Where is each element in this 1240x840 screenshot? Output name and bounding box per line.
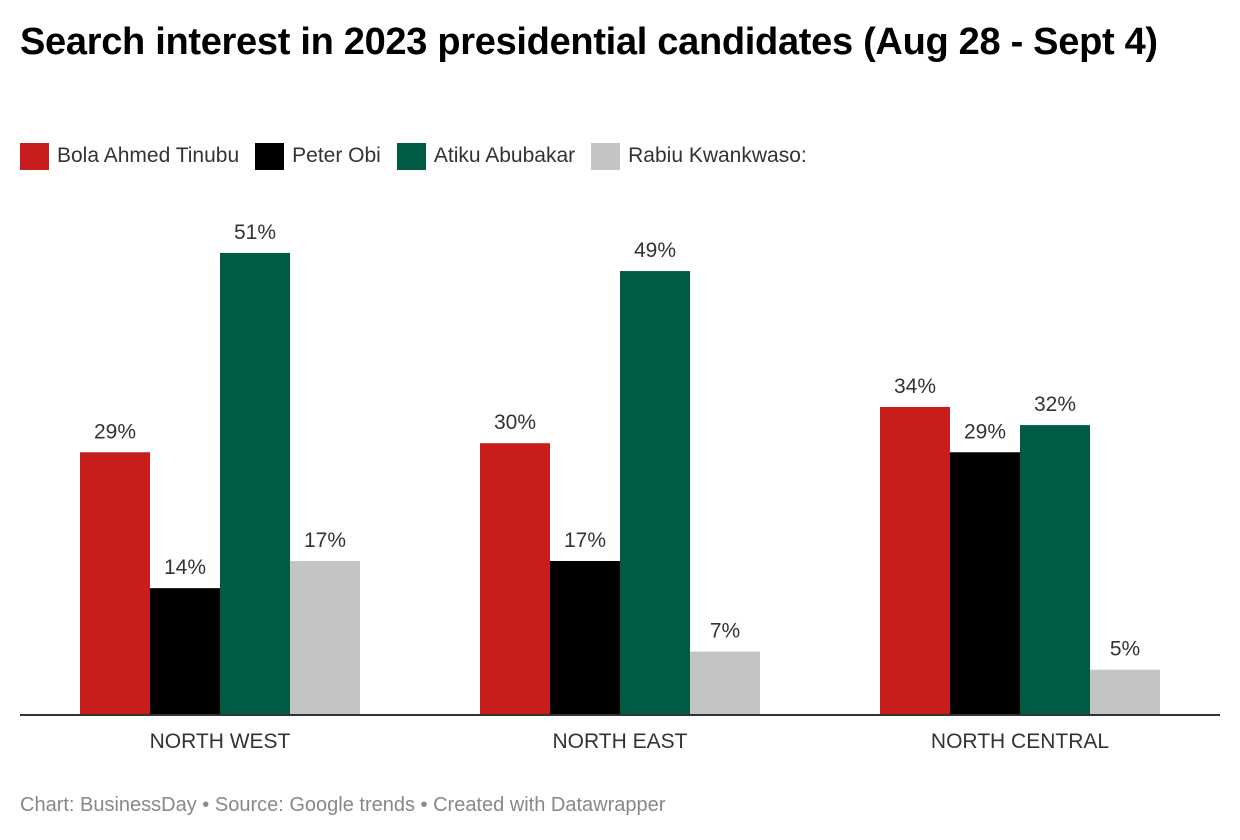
chart-legend: Bola Ahmed Tinubu Peter Obi Atiku Abubak… — [20, 142, 823, 170]
value-label-north-central-rabiu-kwankwaso: 5% — [1110, 638, 1140, 661]
legend-item-tinubu: Bola Ahmed Tinubu — [20, 142, 240, 170]
bar-north-west-rabiu-kwankwaso — [290, 560, 360, 715]
legend-swatch-kwankwaso — [591, 142, 621, 170]
value-label-north-west-rabiu-kwankwaso: 17% — [304, 529, 346, 552]
legend-label-tinubu: Bola Ahmed Tinubu — [57, 144, 240, 167]
legend-item-kwankwaso: Rabiu Kwankwaso: — [591, 142, 807, 170]
bar-north-central-bola-ahmed-tinubu — [880, 406, 950, 715]
value-label-north-west-atiku-abubakar: 51% — [234, 221, 276, 244]
legend-swatch-tinubu — [20, 142, 49, 170]
legend-label-kwankwaso: Rabiu Kwankwaso: — [628, 144, 807, 167]
bar-north-west-bola-ahmed-tinubu — [80, 452, 150, 715]
value-label-north-central-peter-obi: 29% — [964, 420, 1006, 443]
legend-label-atiku: Atiku Abubakar — [433, 144, 576, 167]
bar-chart: 29% 14% 51% 17% 30% 17% 49% 7% 34% 29% 32% 5% NORTH… — [20, 221, 1220, 753]
value-label-north-central-atiku-abubakar: 32% — [1034, 393, 1076, 416]
legend-item-atiku: Atiku Abubakar — [396, 142, 576, 170]
chart-footer: Chart: BusinessDay • Source: Google tren… — [20, 794, 666, 816]
bar-north-central-rabiu-kwankwaso — [1090, 669, 1160, 715]
legend-swatch-obi — [255, 142, 285, 170]
bars-layer — [80, 252, 1160, 715]
bar-north-east-rabiu-kwankwaso — [690, 651, 760, 715]
x-tick-label-north-central: NORTH CENTRAL — [931, 730, 1109, 753]
bar-north-central-atiku-abubakar — [1020, 425, 1090, 715]
bar-north-central-peter-obi — [950, 452, 1020, 715]
value-label-north-east-bola-ahmed-tinubu: 30% — [494, 411, 536, 434]
legend-label-obi: Peter Obi — [292, 144, 381, 167]
value-label-north-west-peter-obi: 14% — [164, 556, 206, 579]
value-label-north-east-rabiu-kwankwaso: 7% — [710, 620, 740, 643]
value-label-north-east-atiku-abubakar: 49% — [634, 239, 676, 262]
value-label-north-west-bola-ahmed-tinubu: 29% — [94, 420, 136, 443]
value-labels-layer: 29% 14% 51% 17% 30% 17% 49% 7% 34% 29% 32% 5% — [94, 221, 1140, 661]
chart-title: Search interest in 2023 presidential can… — [20, 21, 1158, 63]
value-label-north-central-bola-ahmed-tinubu: 34% — [894, 375, 936, 398]
x-tick-label-north-east: NORTH EAST — [553, 730, 688, 753]
legend-item-obi: Peter Obi — [255, 142, 381, 170]
bar-north-west-peter-obi — [150, 588, 220, 715]
value-label-north-east-peter-obi: 17% — [564, 529, 606, 552]
x-axis-tick-labels: NORTH WEST NORTH EAST NORTH CENTRAL — [150, 730, 1109, 753]
bar-north-east-atiku-abubakar — [620, 271, 690, 715]
x-tick-label-north-west: NORTH WEST — [150, 730, 291, 753]
bar-north-east-peter-obi — [550, 560, 620, 715]
legend-swatch-atiku — [396, 142, 426, 170]
bar-north-west-atiku-abubakar — [220, 252, 290, 715]
bar-north-east-bola-ahmed-tinubu — [480, 443, 550, 715]
